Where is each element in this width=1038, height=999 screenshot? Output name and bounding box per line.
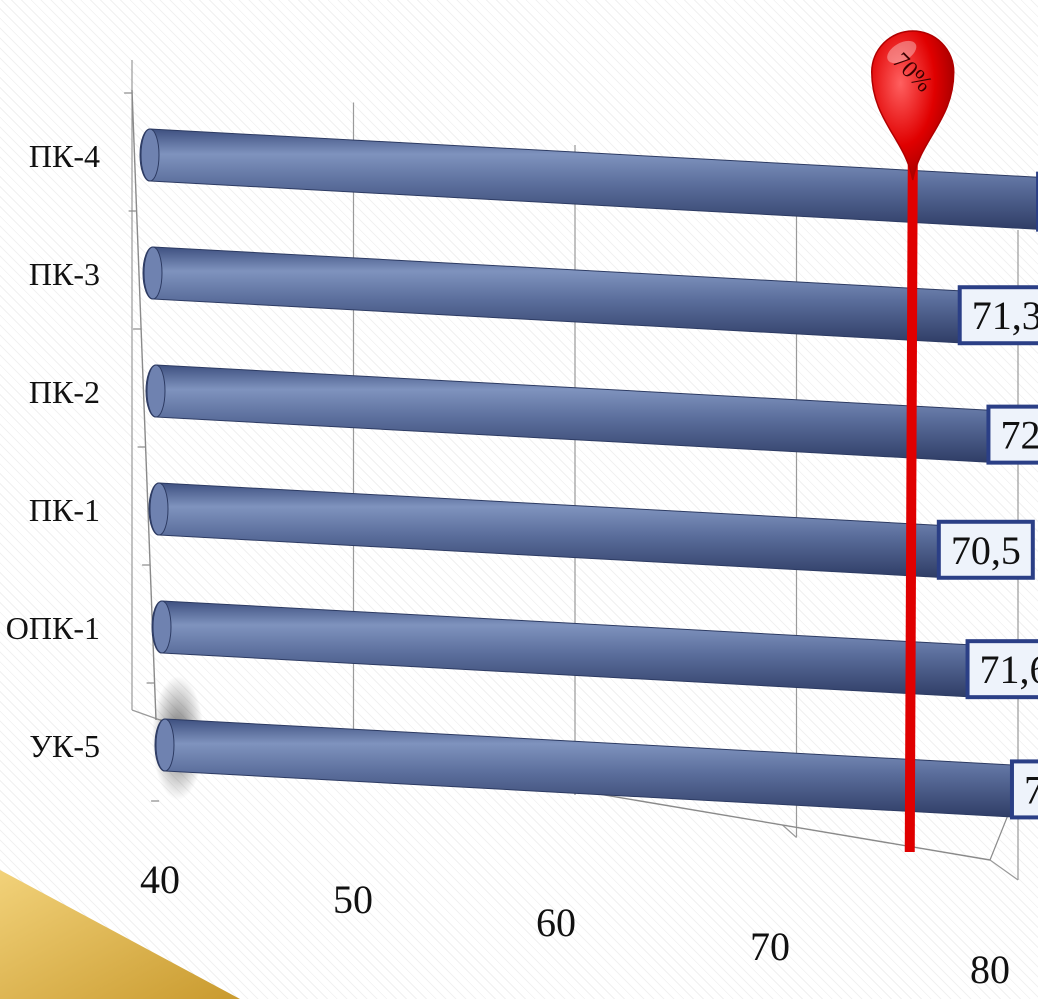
x-tick-label: 50 [333,877,373,922]
y-axis-line [131,89,157,721]
bar [142,246,979,344]
data-label-box [965,639,1038,700]
bars [139,128,1038,818]
threshold-marker: 70% [870,30,955,853]
data-label: 71,3 [972,293,1038,338]
x-tick-label: 80 [970,947,1010,992]
bar [154,718,1031,818]
x-tick-label: 40 [140,857,180,902]
decorative-corner [0,870,240,999]
bar [151,600,987,698]
category-label: ОПК-1 [6,610,100,646]
data-label: 73,3 [1024,767,1038,812]
bar [148,482,958,579]
x-tick-label: 70 [750,924,790,969]
data-label-box [936,519,1035,580]
data-label-box [1009,759,1038,820]
tick-labels: 40 50 60 70 80 [140,857,1010,992]
category-label: ПК-1 [29,492,100,528]
floor-gridline [782,824,797,838]
category-label: УК-5 [29,728,100,764]
data-label: 72,4 [1000,413,1038,458]
x-tick-label: 60 [536,900,576,945]
data-label: 71,6 [980,647,1038,692]
bar [139,128,1038,230]
category-label: ПК-2 [29,374,100,410]
data-label: 70,5 [951,528,1021,573]
bar [145,364,1007,464]
category-label: ПК-4 [29,138,100,174]
data-labels: ПК-474,3ПК-371,3ПК-272,4ПК-170,5ОПК-171,… [6,138,1038,820]
threshold-line [904,164,918,853]
threshold-pin [870,30,955,181]
floor-gridline [989,859,1019,881]
data-label-box [986,404,1038,465]
data-label-box [957,285,1038,346]
category-label: ПК-3 [29,256,100,292]
